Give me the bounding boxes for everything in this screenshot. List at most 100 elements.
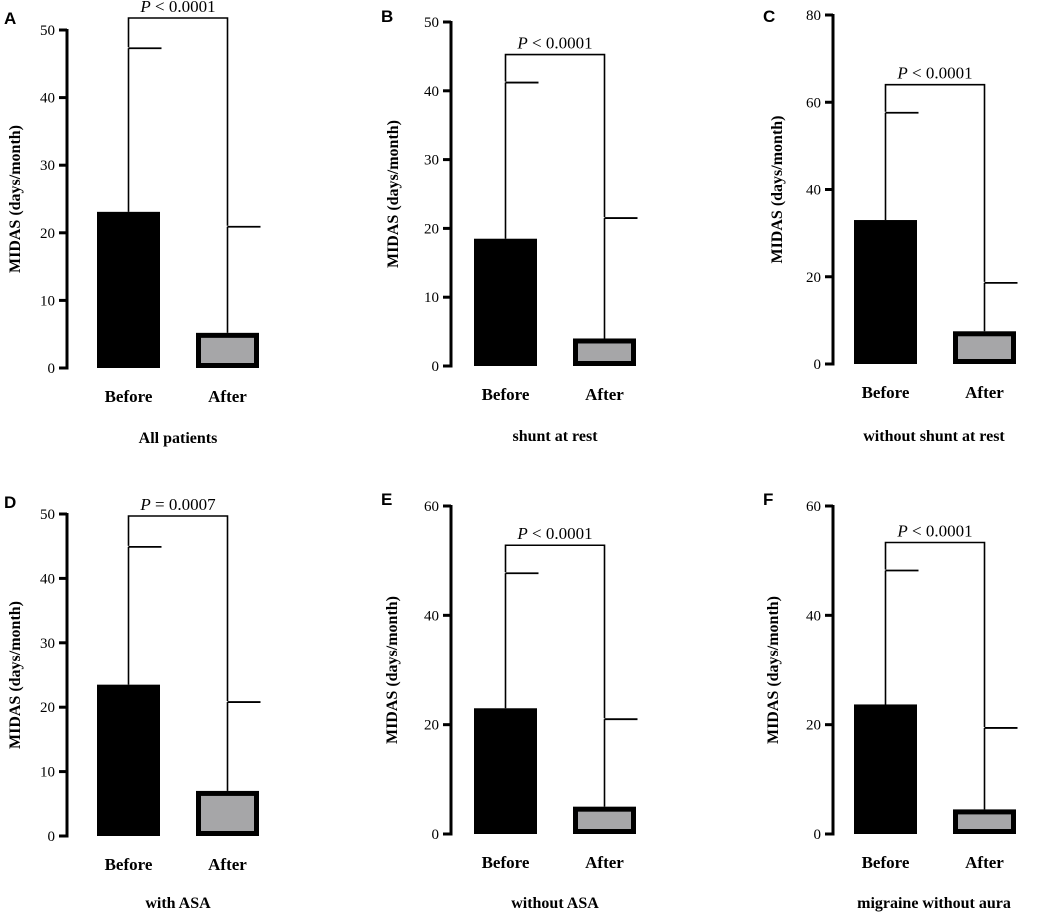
- p-value-symbol: P: [896, 522, 907, 541]
- y-tick-label: 50: [40, 507, 55, 523]
- y-tick-label: 20: [806, 270, 821, 286]
- y-tick-label: 20: [806, 718, 821, 734]
- chart-panel-e: E 0 20 40 60 MIDAS (days/month) Before After P <…: [381, 490, 638, 912]
- bar-after: [953, 331, 1016, 364]
- significance-bracket: [127, 17, 229, 226]
- panel-letter: E: [381, 490, 392, 509]
- p-value-label: P = 0.0007: [139, 495, 216, 514]
- y-tick-label: 20: [424, 221, 439, 237]
- p-value-text: = 0.0007: [151, 495, 216, 514]
- y-tick-label: 20: [40, 226, 55, 242]
- y-axis-label: MIDAS (days/month): [385, 120, 402, 268]
- y-tick-label: 40: [424, 84, 439, 100]
- chart-panel-f: F 0 20 40 60 MIDAS (days/month) Before After P <…: [763, 490, 1018, 912]
- p-value-label: P < 0.0001: [516, 524, 592, 543]
- p-value-symbol: P: [139, 495, 150, 514]
- bar-before: [474, 708, 537, 834]
- y-tick-label: 40: [40, 571, 55, 587]
- category-label-before: Before: [482, 385, 530, 404]
- y-axis-label: MIDAS (days/month): [7, 125, 24, 273]
- significance-bracket: [127, 515, 229, 702]
- y-tick-label: 20: [40, 700, 55, 716]
- p-value-text: < 0.0001: [908, 522, 973, 541]
- p-value-label: P < 0.0001: [896, 64, 972, 83]
- panel-letter: F: [763, 490, 773, 509]
- bar-before: [97, 211, 160, 368]
- p-value-text: < 0.0001: [151, 0, 216, 16]
- y-tick-label: 40: [424, 608, 439, 624]
- panel-subtitle: migraine without aura: [857, 895, 1011, 912]
- category-label-before: Before: [862, 853, 910, 872]
- y-tick-label: 60: [806, 95, 821, 111]
- category-label-after: After: [965, 383, 1004, 402]
- significance-bracket: [884, 541, 986, 727]
- p-value-text: < 0.0001: [528, 524, 593, 543]
- p-value-symbol: P: [516, 34, 527, 53]
- category-label-before: Before: [862, 383, 910, 402]
- y-tick-label: 0: [48, 361, 56, 377]
- panel-subtitle: All patients: [139, 430, 218, 447]
- significance-bracket: [504, 53, 606, 218]
- category-label-after: After: [585, 853, 624, 872]
- p-value-text: < 0.0001: [908, 64, 973, 83]
- y-tick-label: 40: [806, 608, 821, 624]
- panel-letter: C: [763, 7, 775, 26]
- category-label-after: After: [208, 855, 247, 874]
- bar-before: [97, 684, 160, 836]
- p-value-symbol: P: [516, 524, 527, 543]
- y-tick-label: 10: [40, 765, 55, 781]
- panel-subtitle: without ASA: [511, 895, 599, 912]
- p-value-text: < 0.0001: [528, 34, 593, 53]
- category-label-before: Before: [482, 853, 530, 872]
- category-label-after: After: [965, 853, 1004, 872]
- y-tick-label: 50: [40, 23, 55, 39]
- bar-after: [573, 806, 636, 835]
- y-tick-label: 20: [424, 718, 439, 734]
- chart-panel-b: B 0 10 20 30 40 50 MIDAS (days/month) Before Afte…: [381, 7, 638, 445]
- p-value-label: P < 0.0001: [896, 522, 972, 541]
- bar-after: [196, 332, 259, 368]
- y-axis-label: MIDAS (days/month): [7, 601, 24, 749]
- panel-subtitle: with ASA: [145, 895, 211, 912]
- y-tick-label: 0: [48, 829, 56, 845]
- y-tick-label: 60: [424, 499, 439, 515]
- y-tick-label: 30: [40, 636, 55, 652]
- panel-letter: D: [4, 493, 16, 512]
- significance-bracket: [504, 544, 606, 719]
- bar-before: [854, 220, 917, 364]
- y-axis-label: MIDAS (days/month): [384, 596, 401, 744]
- y-tick-label: 80: [806, 8, 821, 24]
- category-label-before: Before: [105, 387, 153, 406]
- y-tick-label: 10: [40, 293, 55, 309]
- y-tick-label: 30: [40, 158, 55, 174]
- y-tick-label: 50: [424, 15, 439, 31]
- bar-before: [474, 238, 537, 366]
- y-tick-label: 30: [424, 153, 439, 169]
- p-value-label: P < 0.0001: [516, 34, 592, 53]
- p-value-symbol: P: [139, 0, 150, 16]
- category-label-after: After: [585, 385, 624, 404]
- p-value-label: P < 0.0001: [139, 0, 215, 16]
- panel-letter: B: [381, 7, 393, 26]
- panel-letter: A: [4, 9, 16, 28]
- bar-after: [573, 338, 636, 367]
- bar-before: [854, 704, 917, 834]
- bar-after: [196, 790, 259, 836]
- y-tick-label: 10: [424, 290, 439, 306]
- chart-panel-c: C 0 20 40 60 80 MIDAS (days/month) Before After P…: [763, 7, 1018, 445]
- significance-bracket: [884, 83, 986, 282]
- category-label-before: Before: [105, 855, 153, 874]
- panel-subtitle: without shunt at rest: [863, 428, 1005, 445]
- y-axis-label: MIDAS (days/month): [769, 115, 786, 263]
- y-tick-label: 60: [806, 499, 821, 515]
- y-tick-label: 40: [40, 91, 55, 107]
- y-tick-label: 0: [432, 827, 440, 843]
- panel-subtitle: shunt at rest: [512, 428, 598, 445]
- chart-panel-a: A 0 10 20 30 40 50 MIDAS (days/month) Before Afte…: [4, 0, 261, 447]
- bar-after: [953, 809, 1016, 835]
- y-tick-label: 0: [814, 827, 822, 843]
- y-tick-label: 0: [432, 359, 440, 375]
- y-axis-label: MIDAS (days/month): [765, 596, 782, 744]
- y-tick-label: 40: [806, 183, 821, 199]
